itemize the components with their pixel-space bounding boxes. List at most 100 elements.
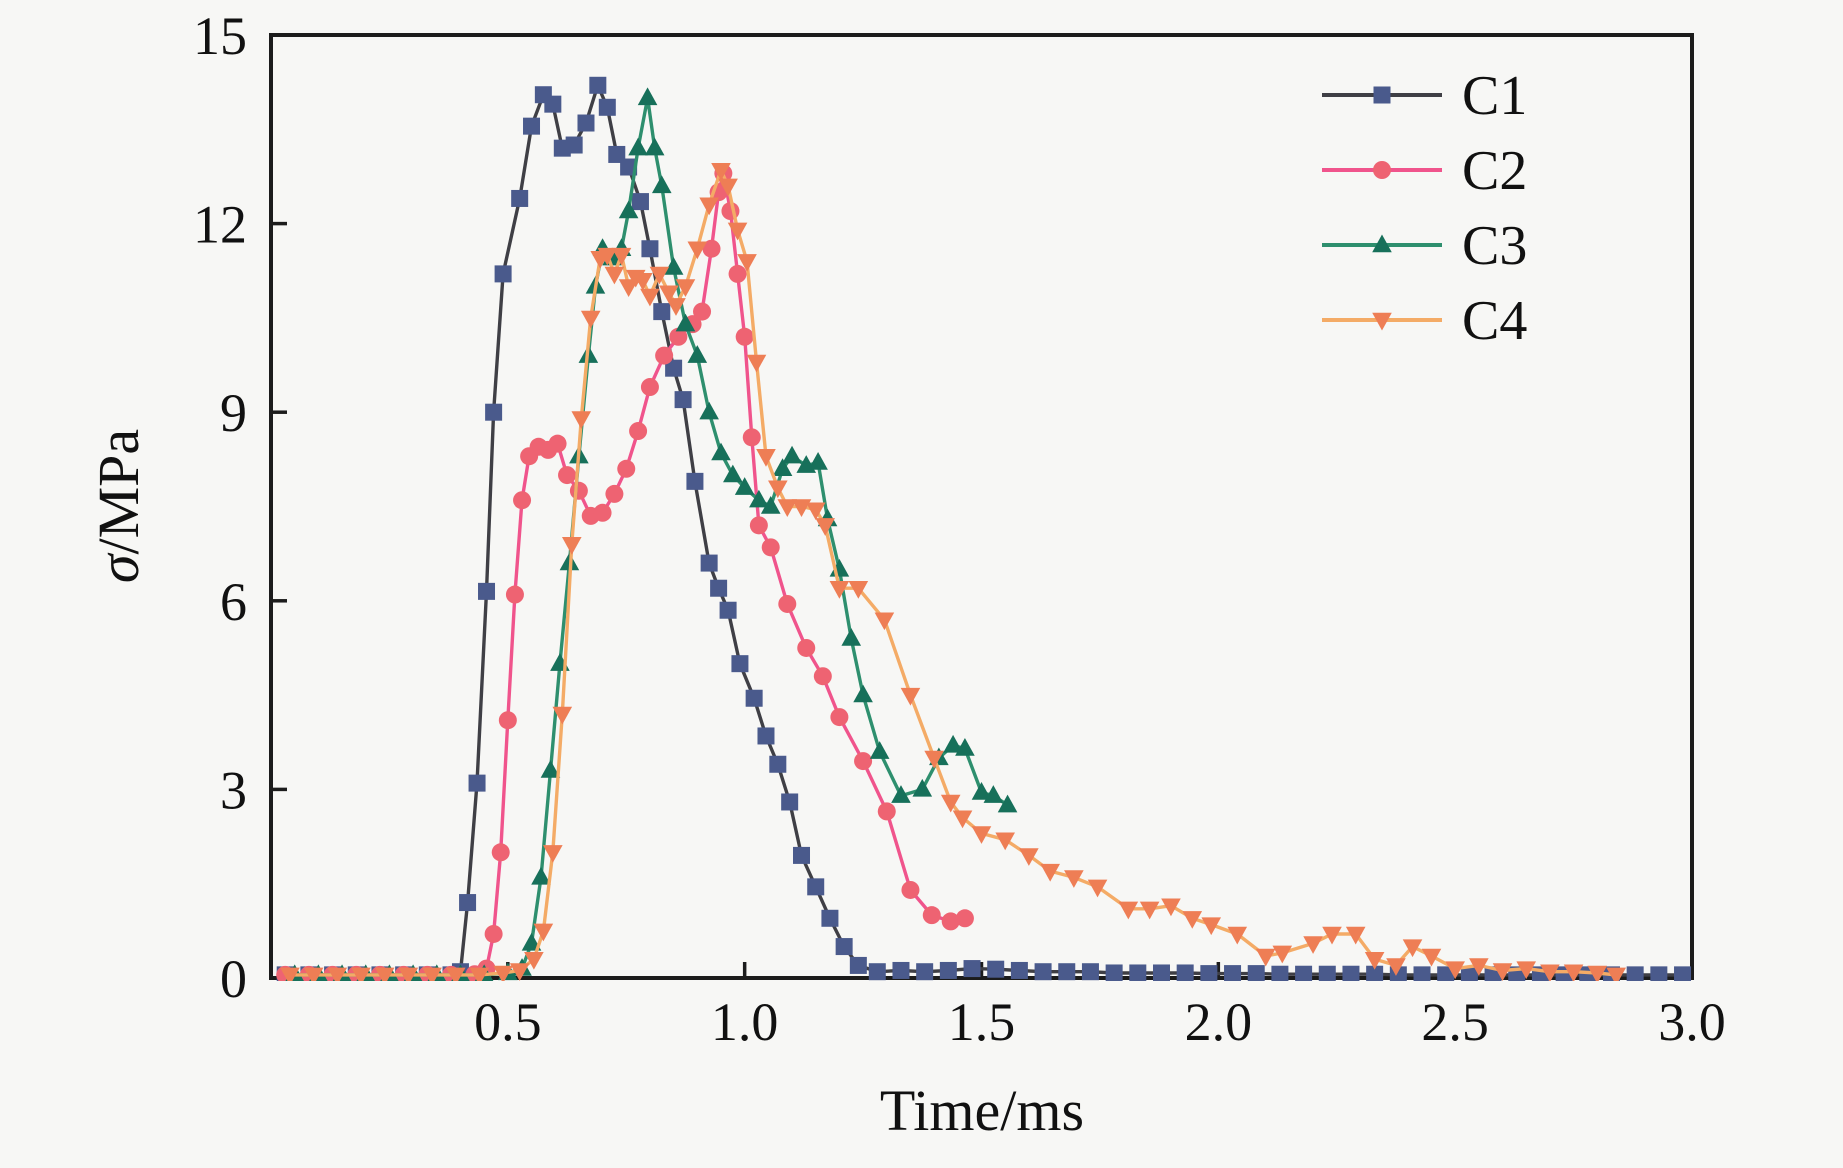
series-c4-marker	[1492, 963, 1513, 981]
series-c4-marker	[952, 810, 973, 829]
series-c4-marker	[445, 967, 466, 981]
series-c4-marker	[649, 266, 670, 285]
series-c2-marker	[617, 459, 636, 478]
series-c1-marker	[620, 158, 638, 176]
series-c4-marker	[1161, 898, 1181, 917]
series-c4-marker	[1182, 911, 1203, 929]
series-c1-marker	[589, 76, 607, 94]
series-c3-marker	[628, 137, 648, 156]
series-c1-marker	[523, 117, 541, 135]
series-c1-marker	[719, 601, 737, 619]
series-c1-marker	[1342, 965, 1360, 981]
series-c1-marker	[1010, 961, 1028, 979]
series-c1-marker	[1105, 964, 1123, 981]
series-c1-marker	[939, 961, 957, 979]
y-tick-label: 0	[220, 949, 247, 1009]
series-c1-marker	[665, 359, 683, 377]
series-c1-marker	[1460, 966, 1478, 981]
series-c1-marker	[835, 938, 853, 956]
series-c4-marker	[571, 411, 592, 429]
series-c2-marker	[728, 264, 747, 283]
series-c3-marker	[841, 628, 862, 646]
series-c3-marker	[749, 489, 769, 508]
series-c2-marker	[629, 422, 648, 441]
series-c4-marker	[1087, 879, 1108, 898]
legend-marker-c2	[1373, 161, 1391, 179]
series-c1-marker	[807, 878, 825, 896]
series-c1-marker	[577, 114, 595, 132]
series-c2-marker	[778, 594, 797, 613]
series-c2-marker	[484, 924, 503, 943]
series-c1-marker	[641, 240, 659, 258]
series-c1-marker	[544, 95, 562, 113]
series-c4-marker	[469, 967, 490, 981]
series-c4-marker	[815, 518, 835, 536]
series-c3-marker	[637, 87, 658, 106]
legend-item-c2: C2	[1322, 140, 1527, 202]
series-c1-marker	[781, 793, 799, 811]
series-c1-marker	[868, 963, 886, 981]
series-c3-marker	[521, 932, 542, 951]
series-c4-marker	[597, 247, 618, 266]
series-c1-marker	[1176, 964, 1194, 981]
series-c1-marker	[1129, 964, 1147, 981]
series-c1-marker	[821, 909, 839, 927]
series-c4-marker	[580, 310, 601, 329]
series-c1-marker	[1081, 963, 1099, 981]
legend-label-c4: C4	[1462, 290, 1527, 352]
series-c4-marker	[1421, 948, 1442, 967]
series-c4-marker	[1402, 939, 1423, 958]
series-c1-marker	[1626, 966, 1644, 981]
series-c3-marker	[997, 794, 1018, 813]
series-c4-marker	[398, 967, 419, 981]
series-c4-marker	[561, 537, 582, 555]
series-c4-marker	[1540, 964, 1560, 981]
legend-item-c3: C3	[1322, 215, 1527, 277]
series-c4-marker	[1201, 917, 1222, 936]
y-tick-label: 15	[193, 6, 247, 66]
x-tick-label: 0.5	[474, 992, 542, 1052]
series-c1-marker	[1437, 966, 1455, 981]
series-c3-marker	[782, 445, 802, 464]
series-c3-marker	[644, 137, 665, 156]
series-c2-marker	[693, 302, 712, 321]
series-c1-marker	[1058, 963, 1076, 981]
series-c4-marker	[1386, 958, 1406, 976]
series-c4-marker	[493, 965, 513, 981]
series-c1-marker	[963, 960, 981, 978]
y-tick-label: 12	[193, 195, 247, 255]
series-c2-marker	[735, 327, 754, 346]
series-c4-marker	[699, 197, 719, 216]
series-c3-marker	[687, 345, 708, 363]
series-c1-marker	[1247, 965, 1265, 981]
series-c4-marker	[756, 449, 776, 467]
series-c4-marker	[280, 967, 300, 981]
series-c2-marker	[669, 327, 688, 346]
series-c4-marker	[791, 499, 812, 517]
series-c4-marker	[509, 963, 530, 981]
series-c4-marker	[1516, 961, 1537, 980]
series-c4-marker	[1040, 863, 1060, 882]
series-c4-marker	[543, 845, 563, 863]
series-c2-line	[283, 171, 967, 977]
series-c3-marker	[723, 464, 743, 483]
series-c2-marker	[505, 585, 524, 604]
series-c1	[276, 76, 1692, 981]
series-c4-marker	[303, 967, 324, 981]
series-c4-marker	[1445, 961, 1465, 980]
legend-label-c3: C3	[1462, 215, 1527, 277]
series-c4-marker	[848, 581, 869, 599]
series-c4-marker	[633, 272, 653, 291]
series-c3-marker	[943, 734, 963, 753]
series-c1-marker	[485, 403, 503, 421]
series-c1-marker	[1271, 965, 1289, 981]
y-axis-title: σ/MPa	[86, 429, 151, 583]
series-c1-marker	[1152, 964, 1170, 981]
series-c4-marker	[1303, 936, 1323, 954]
series-c3-line	[293, 96, 1010, 977]
series-c3-marker	[971, 782, 992, 800]
series-c3-marker	[540, 760, 561, 778]
series-c2-marker	[655, 346, 674, 365]
series-c1-marker	[478, 582, 496, 600]
